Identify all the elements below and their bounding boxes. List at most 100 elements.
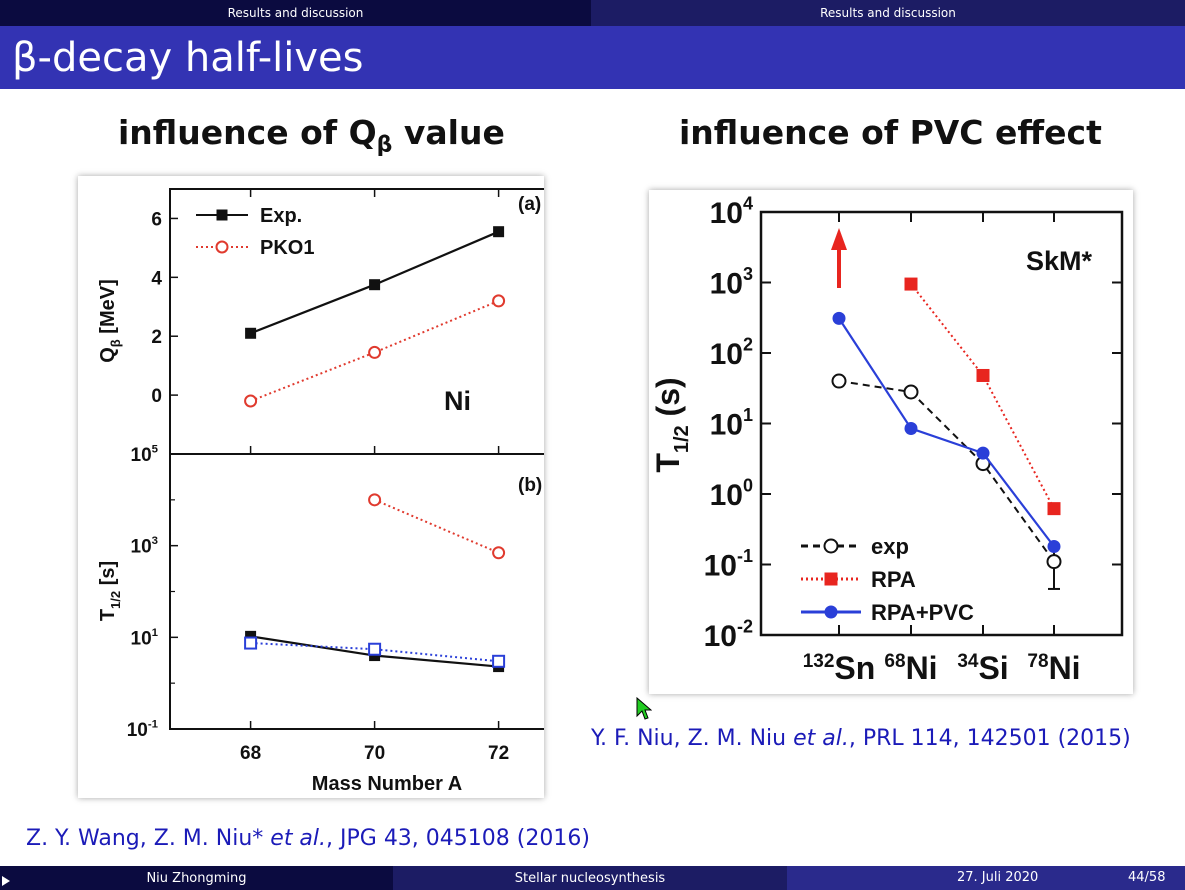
panel-b-xlabel: Mass Number A	[312, 773, 462, 795]
panel-a-label: (a)	[518, 194, 541, 215]
panel-b-xtick-label-0: 68	[240, 743, 261, 764]
series-b2-point-1	[368, 642, 382, 656]
section-nav-left[interactable]: Results and discussion	[0, 0, 591, 26]
footer-info: 27. Juli 2020 44/58	[787, 866, 1185, 890]
footer-title: Stellar nucleosynthesis	[393, 866, 787, 890]
series-b1-point-1	[492, 546, 506, 560]
right-xtick-label-1: 68Ni	[884, 650, 937, 686]
right-legend-label-0: exp	[871, 534, 909, 559]
right-xtick-label-0: 132Sn	[803, 650, 876, 686]
section-navigation: Results and discussion Results and discu…	[0, 0, 1185, 26]
panel-b-xtick-label-1: 70	[364, 743, 385, 764]
series-a1-point-1	[368, 345, 382, 359]
right-subtitle: influence of PVC effect	[679, 113, 1102, 152]
series-a0-point-1	[369, 279, 381, 291]
series-r1-point-0	[904, 277, 918, 291]
section-nav-right[interactable]: Results and discussion	[591, 0, 1185, 26]
panel-a-ytick-label-1: 2	[151, 327, 162, 348]
series-a1-point-0	[244, 394, 258, 408]
series-r2-point-3	[1047, 540, 1061, 554]
series-r1-point-1	[976, 368, 990, 382]
series-r0-point-3	[1046, 554, 1062, 570]
frame-title-bar: β-decay half-lives	[0, 26, 1185, 89]
series-b2-point-2	[492, 654, 506, 668]
panel-b-xtick-label-2: 72	[488, 743, 509, 764]
panel-a-ytick-label-3: 6	[151, 209, 162, 230]
series-a1-point-2	[492, 294, 506, 308]
right-ytick-label-2: 100	[710, 476, 753, 513]
left-chart-svg: 0 2 4 6 68 70 72 10-1 101 103 105 Exp. PKO1 (a) (b) Ni Q…	[97, 188, 544, 795]
left-reference: Z. Y. Wang, Z. M. Niu* et al., JPG 43, 0…	[26, 826, 590, 851]
right-ref-citation: , PRL 114, 142501 (2015)	[848, 726, 1131, 751]
right-ytick-label-1: 10-1	[704, 546, 753, 583]
frame-title: β-decay half-lives	[12, 35, 364, 81]
right-legend-marker-1	[824, 572, 838, 586]
panel-b-ytick-label-0: 10-1	[127, 718, 159, 741]
left-ref-etal: et al.	[270, 826, 327, 851]
series-b1-point-0	[368, 493, 382, 507]
left-subtitle-text: influence of Q	[118, 113, 377, 152]
right-legend-marker-2	[824, 605, 838, 619]
right-annotation: SkM*	[1026, 246, 1093, 276]
legend-a-label-1: PKO1	[260, 237, 314, 259]
right-ytick-label-4: 102	[710, 335, 753, 372]
right-ytick-label-5: 103	[710, 264, 753, 301]
right-ytick-label-3: 101	[710, 405, 753, 442]
right-ytick-label-0: 10-2	[704, 617, 753, 654]
legend-a-marker-1	[215, 240, 229, 254]
panel-b-ylabel: T1/2 [s]	[97, 561, 123, 621]
panel-a-ytick-label-2: 4	[151, 268, 162, 289]
legend-a-marker-0	[216, 209, 228, 221]
right-ref-etal: et al.	[793, 726, 849, 751]
series-line-b2	[250, 642, 499, 663]
footer-author: Niu Zhongming	[0, 866, 393, 890]
series-line-r2	[838, 317, 1055, 548]
panel-b-ytick-label-1: 101	[131, 627, 159, 650]
series-r2-point-2	[976, 446, 990, 460]
right-ylabel: T1/2 (s)	[650, 377, 693, 472]
right-reference: Y. F. Niu, Z. M. Niu et al., PRL 114, 14…	[591, 726, 1131, 751]
panel-b-top-tick-label: 105	[131, 443, 159, 466]
right-legend-marker-0	[823, 538, 839, 554]
series-b0-point-0	[245, 630, 257, 642]
footer-bar: Niu Zhongming Stellar nucleosynthesis 27…	[0, 866, 1185, 890]
right-ref-authors: Y. F. Niu, Z. M. Niu	[591, 726, 794, 751]
left-figure: 0 2 4 6 68 70 72 10-1 101 103 105 Exp. PKO1 (a) (b) Ni Q…	[78, 176, 544, 798]
right-figure: 10-2 10-1 100 101 102 103 104 132Sn 68Ni 34Si 78Ni…	[649, 190, 1133, 694]
right-ytick-label-6: 104	[710, 194, 753, 231]
left-subtitle: influence of Qβ value	[118, 113, 505, 158]
panel-a-annotation: Ni	[444, 386, 471, 416]
mouse-cursor-icon	[636, 697, 652, 720]
left-subtitle-suffix: value	[392, 113, 505, 152]
panel-b-frame	[169, 453, 544, 730]
right-series	[831, 277, 1062, 570]
right-legend-label-2: RPA+PVC	[871, 600, 974, 625]
series-line-r1	[910, 283, 1055, 510]
series-line-b1	[374, 498, 499, 554]
left-ref-authors: Z. Y. Wang, Z. M. Niu*	[26, 826, 271, 851]
legend-a-label-0: Exp.	[260, 205, 302, 227]
panel-a-series	[244, 226, 506, 408]
navigation-symbol-icon[interactable]	[0, 874, 14, 888]
right-legend-label-1: RPA	[871, 567, 916, 592]
series-r1-point-2	[1047, 502, 1061, 516]
series-a0-point-2	[493, 226, 505, 238]
panel-a-ylabel: Qβ [MeV]	[97, 279, 123, 363]
series-b2-point-0	[244, 636, 258, 650]
panel-a-frame	[169, 188, 544, 455]
series-r2-point-1	[904, 421, 918, 435]
panel-a-ytick-label-0: 0	[151, 386, 162, 407]
footer-date: 27. Juli 2020	[957, 870, 1039, 885]
panel-b-ytick-label-2: 103	[131, 535, 158, 558]
series-r2-point-0	[832, 311, 846, 325]
series-r0-point-1	[903, 384, 919, 400]
right-chart-svg: 10-2 10-1 100 101 102 103 104 132Sn 68Ni 34Si 78Ni…	[650, 194, 1124, 686]
panel-b-label: (b)	[518, 475, 542, 496]
left-ref-citation: , JPG 43, 045108 (2016)	[326, 826, 590, 851]
right-limit-arrow-head	[831, 228, 847, 250]
left-subtitle-subscript: β	[376, 132, 393, 158]
right-xtick-label-3: 78Ni	[1027, 650, 1080, 686]
series-a0-point-0	[245, 327, 257, 339]
series-line-r0	[838, 380, 1055, 563]
right-xtick-label-2: 34Si	[957, 650, 1008, 686]
